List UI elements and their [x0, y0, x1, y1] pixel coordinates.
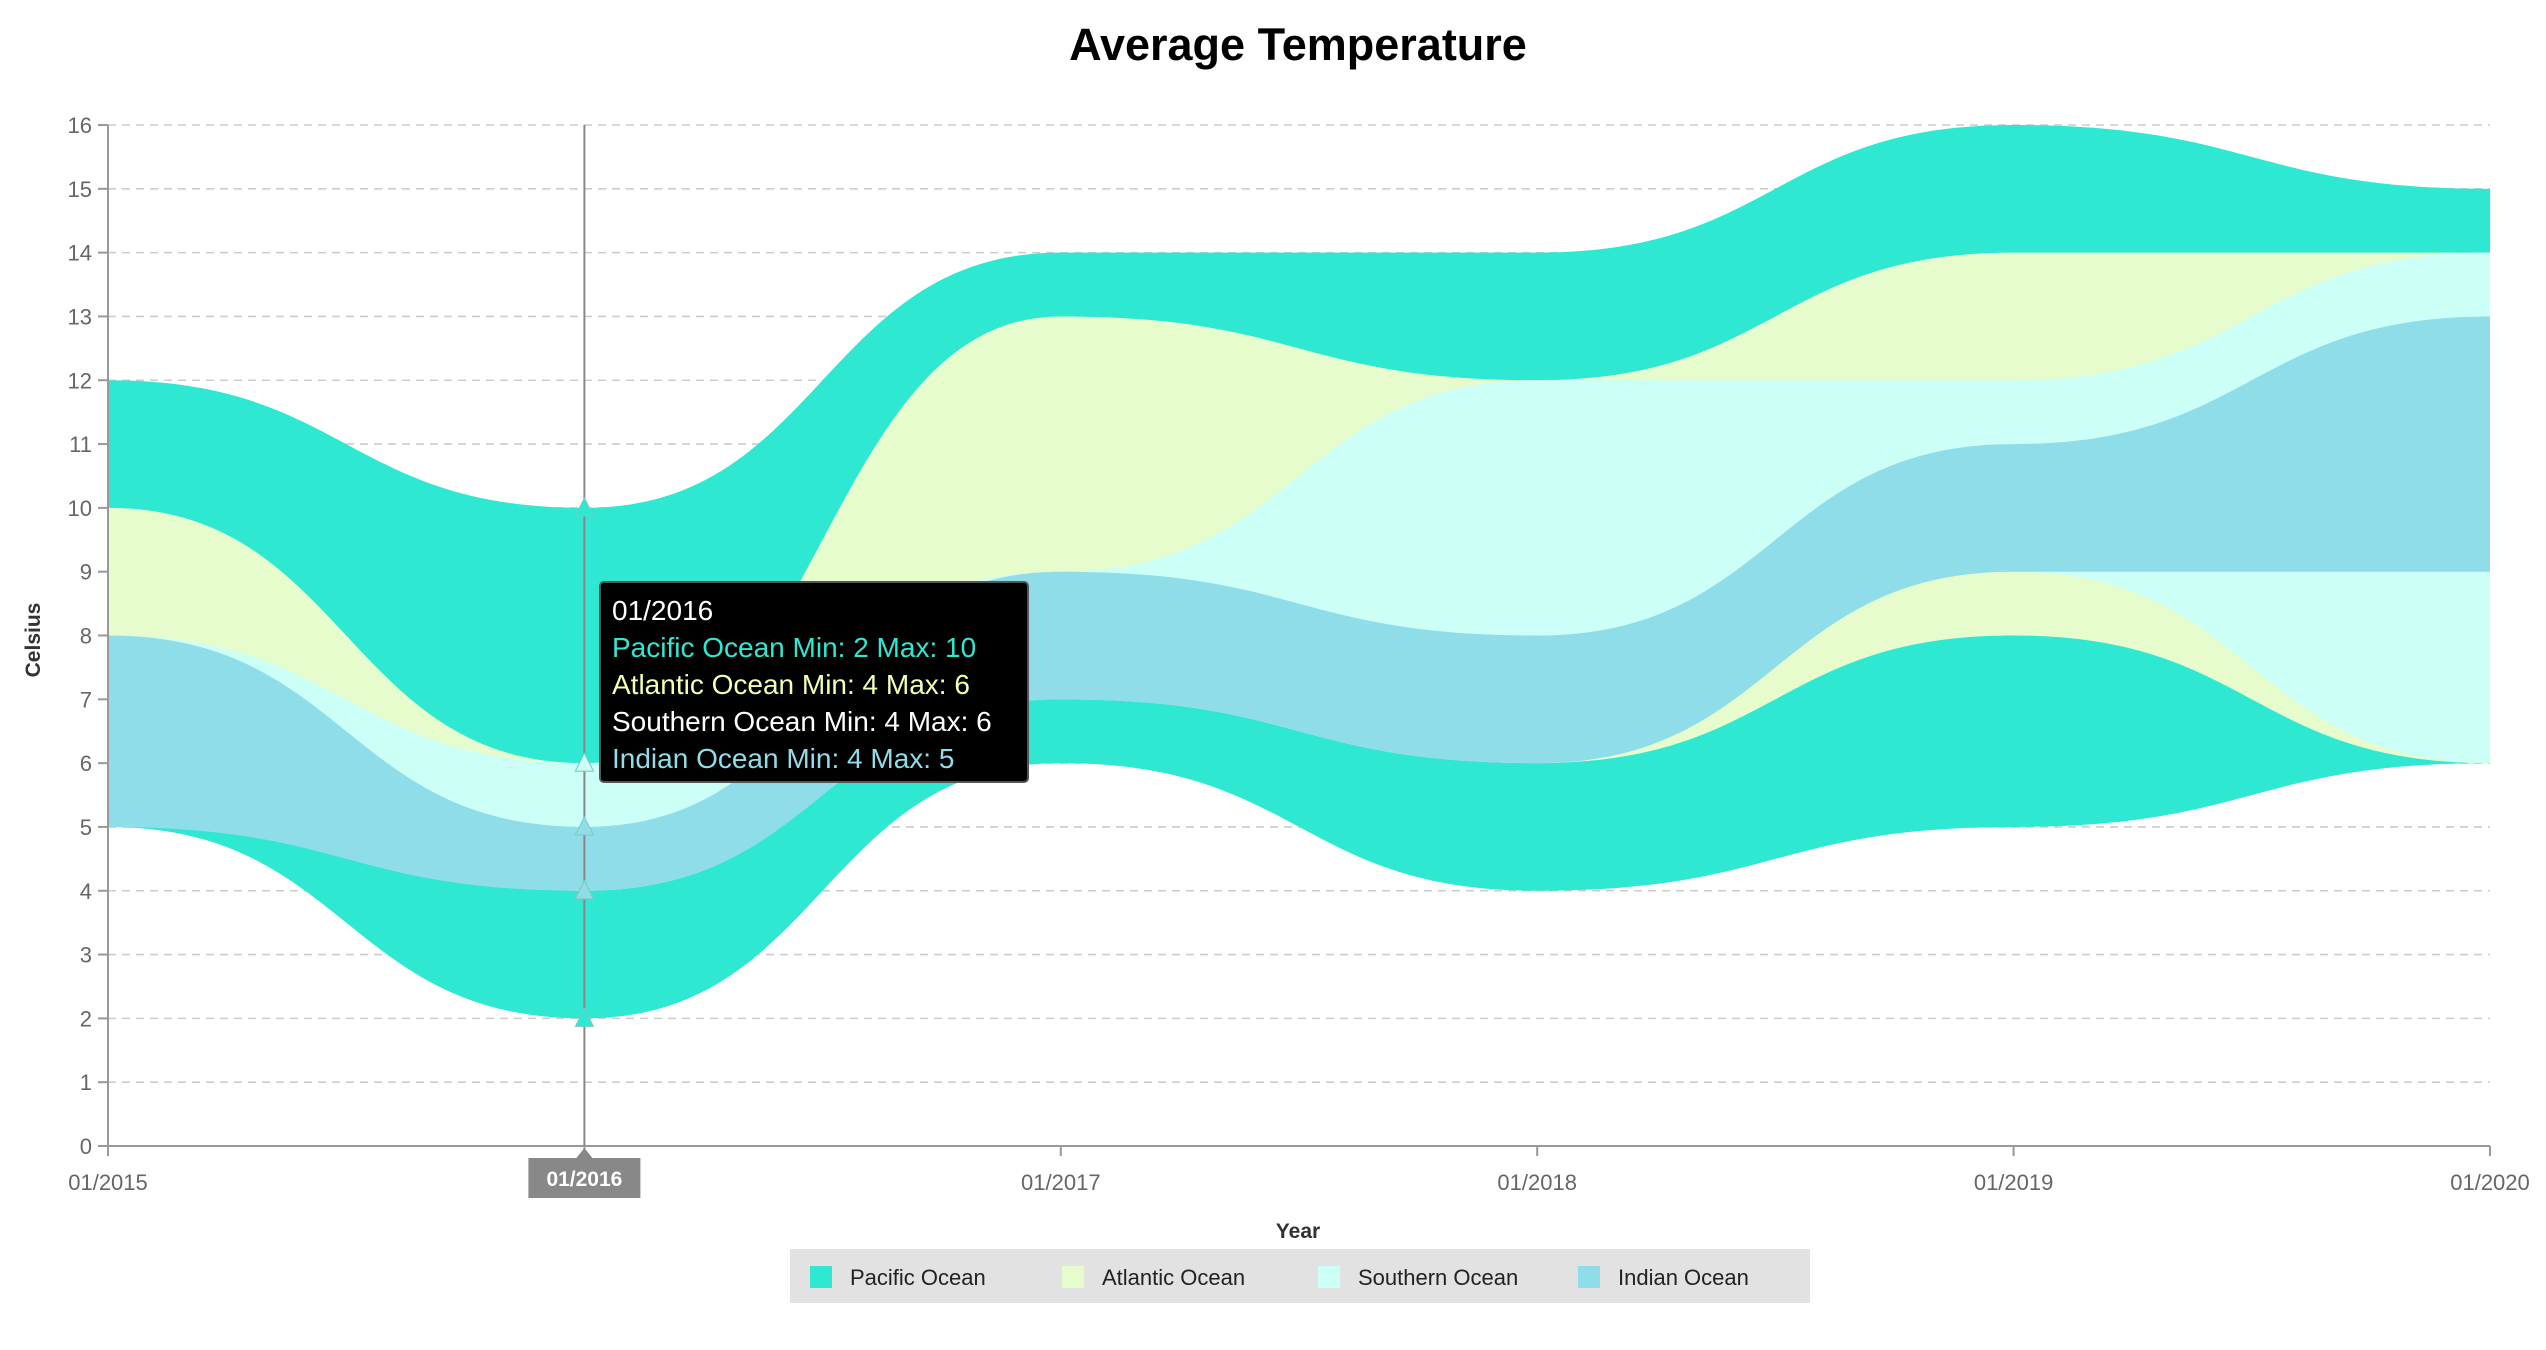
legend-background [790, 1249, 1810, 1303]
legend[interactable]: Pacific Ocean Atlantic Ocean Southern Ocea… [790, 1249, 1810, 1303]
y-tick-label: 2 [80, 1006, 92, 1031]
y-axis-label: Celsius [22, 603, 45, 678]
y-tick-label: 15 [68, 177, 92, 202]
tooltip: 01/2016 Pacific Ocean Min: 2 Max: 10 Atlan… [599, 581, 1029, 783]
tooltip-header: 01/2016 [612, 595, 713, 626]
y-tick-label: 11 [69, 432, 92, 457]
legend-swatch [1318, 1266, 1340, 1288]
y-tick-label: 10 [68, 496, 92, 521]
hover-marker [574, 496, 595, 517]
crosshair: 01/2016 [528, 125, 641, 1198]
x-axis-ticks: 01/2015 01/2017 01/2018 01/2019 01/2020 [68, 1146, 2530, 1195]
y-tick-label: 14 [68, 241, 92, 266]
x-tick-label: 01/2018 [1497, 1170, 1577, 1195]
x-axis-label: Year [1276, 1220, 1320, 1243]
hover-marker [574, 815, 595, 836]
y-tick-label: 13 [68, 304, 92, 329]
legend-item-atlantic-ocean[interactable]: Atlantic Ocean [1062, 1265, 1245, 1290]
tooltip-line: Atlantic Ocean Min: 4 Max: 6 [612, 669, 970, 700]
series-areas [108, 125, 2490, 1019]
series-area-indian-ocean [108, 316, 2490, 891]
legend-swatch [1578, 1266, 1600, 1288]
legend-swatch [1062, 1266, 1084, 1288]
y-tick-label: 8 [80, 624, 92, 649]
y-tick-label: 7 [80, 687, 92, 712]
y-tick-label: 1 [80, 1070, 92, 1095]
y-tick-label: 5 [80, 815, 92, 840]
crosshair-x-label: 01/2016 [546, 1168, 622, 1191]
hover-marker [574, 752, 595, 772]
tooltip-line: Southern Ocean Min: 4 Max: 6 [612, 706, 992, 737]
series-area-southern-ocean [108, 252, 2490, 891]
y-tick-label: 16 [68, 113, 92, 138]
chart-title: Average Temperature [1069, 19, 1527, 70]
x-tick-label: 01/2019 [1974, 1170, 2054, 1195]
legend-item-indian-ocean[interactable]: Indian Ocean [1578, 1265, 1749, 1290]
x-tick-label: 01/2020 [2450, 1170, 2530, 1195]
x-tick-label: 01/2017 [1021, 1170, 1101, 1195]
crosshair-x-label-pointer [576, 1148, 593, 1158]
y-tick-label: 0 [80, 1134, 92, 1159]
y-tick-label: 12 [68, 368, 92, 393]
hover-marker [574, 1007, 595, 1027]
tooltip-line: Indian Ocean Min: 4 Max: 5 [612, 743, 954, 774]
legend-label: Indian Ocean [1618, 1265, 1749, 1290]
x-tick-label: 01/2015 [68, 1170, 148, 1195]
tooltip-box [599, 581, 1029, 783]
legend-item-pacific-ocean[interactable]: Pacific Ocean [810, 1265, 986, 1290]
crosshair-x-label-box [528, 1158, 641, 1198]
legend-label: Atlantic Ocean [1102, 1265, 1245, 1290]
y-tick-label: 9 [80, 560, 92, 585]
y-tick-label: 4 [80, 879, 92, 904]
legend-label: Pacific Ocean [850, 1265, 986, 1290]
legend-label: Southern Ocean [1358, 1265, 1518, 1290]
tooltip-line: Pacific Ocean Min: 2 Max: 10 [612, 632, 976, 663]
legend-swatch [810, 1266, 832, 1288]
legend-item-southern-ocean[interactable]: Southern Ocean [1318, 1265, 1518, 1290]
y-tick-label: 6 [80, 751, 92, 776]
y-tick-label: 3 [80, 943, 92, 968]
hover-marker [574, 879, 595, 900]
